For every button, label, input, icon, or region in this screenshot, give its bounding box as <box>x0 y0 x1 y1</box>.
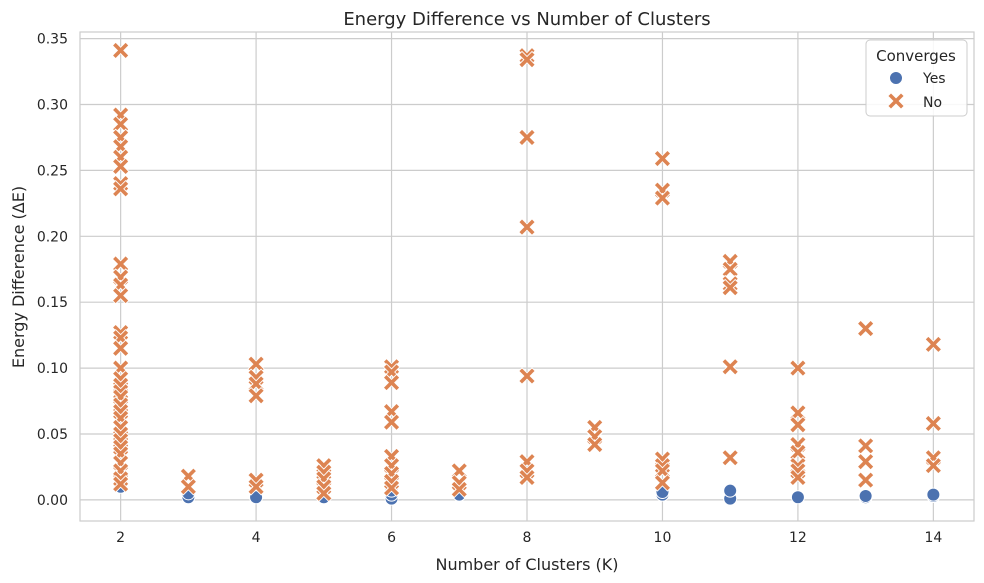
point-no <box>111 328 130 347</box>
x-tick-label: 6 <box>387 530 396 546</box>
point-no <box>247 355 265 373</box>
point-no <box>789 415 807 434</box>
y-axis-label: Energy Difference (ΔE) <box>9 186 28 368</box>
point-no <box>247 477 265 496</box>
point-no <box>856 319 875 338</box>
point-no <box>721 357 740 376</box>
legend: Converges Yes No <box>865 39 968 117</box>
point-no <box>450 462 469 480</box>
y-tick-label: 0.15 <box>37 295 68 311</box>
point-no <box>179 477 198 496</box>
point-no <box>382 402 401 421</box>
y-tick-label: 0.00 <box>37 493 68 509</box>
point-no <box>382 373 401 392</box>
x-tick-label: 14 <box>924 530 942 546</box>
point-no <box>721 278 740 297</box>
y-tick-label: 0.30 <box>37 97 68 113</box>
y-axis-ticks: 0.00 0.05 0.10 0.15 0.20 0.25 0.30 0.35 <box>37 32 68 509</box>
point-no <box>518 367 536 385</box>
point-no <box>247 386 265 405</box>
y-tick-label: 0.35 <box>37 32 68 48</box>
point-no <box>111 255 130 273</box>
point-no <box>518 218 536 236</box>
point-no <box>314 484 333 503</box>
point-yes <box>249 490 264 505</box>
point-no <box>924 414 943 433</box>
point-no <box>721 448 740 467</box>
point-no <box>789 359 807 377</box>
point-no <box>111 339 130 358</box>
y-tick-label: 0.10 <box>37 361 68 377</box>
point-no <box>856 452 875 471</box>
x-tick-label: 2 <box>116 530 125 546</box>
point-no <box>111 359 130 377</box>
x-tick-label: 8 <box>523 530 532 546</box>
point-no <box>653 149 672 168</box>
data-points <box>111 41 943 506</box>
point-no <box>856 471 875 489</box>
point-no <box>382 363 401 381</box>
point-no <box>518 468 536 487</box>
x-axis-ticks: 2 4 6 8 10 12 14 <box>116 530 942 546</box>
point-no <box>653 473 672 492</box>
point-no <box>111 276 130 294</box>
point-no <box>111 286 130 305</box>
point-no <box>721 260 740 279</box>
y-tick-label: 0.25 <box>37 163 68 179</box>
chart-title: Energy Difference vs Number of Clusters <box>343 9 710 30</box>
point-no <box>585 435 604 454</box>
x-axis-label: Number of Clusters (K) <box>435 555 618 574</box>
point-yes <box>926 487 941 502</box>
point-no <box>653 462 672 480</box>
point-no <box>111 41 130 60</box>
point-no <box>450 480 469 499</box>
point-no <box>924 335 943 354</box>
point-yes <box>723 483 738 498</box>
point-no <box>518 128 536 147</box>
legend-title: Converges <box>876 47 956 65</box>
point-no <box>247 375 265 393</box>
point-no <box>653 189 672 207</box>
point-no <box>518 50 536 69</box>
y-tick-label: 0.20 <box>37 229 68 245</box>
point-no <box>179 467 198 486</box>
point-no <box>382 413 401 431</box>
x-tick-label: 4 <box>252 530 261 546</box>
point-no <box>111 137 130 156</box>
point-yes <box>858 488 873 503</box>
point-no <box>111 115 130 134</box>
legend-label-no: No <box>923 95 942 111</box>
legend-label-yes: Yes <box>922 71 946 87</box>
point-no <box>111 157 130 176</box>
x-tick-label: 10 <box>654 530 672 546</box>
y-tick-label: 0.05 <box>37 427 68 443</box>
legend-marker-yes <box>889 71 903 85</box>
point-no <box>789 404 807 422</box>
point-no <box>789 443 807 462</box>
x-tick-label: 12 <box>789 530 807 546</box>
legend-x-glyph <box>887 92 905 110</box>
point-no <box>856 437 875 455</box>
point-yes <box>790 490 805 505</box>
point-no <box>111 180 130 198</box>
point-no <box>924 456 943 475</box>
point-no <box>111 475 130 493</box>
point-no <box>382 479 401 497</box>
point-no <box>789 468 807 487</box>
legend-marker-no <box>887 92 905 110</box>
